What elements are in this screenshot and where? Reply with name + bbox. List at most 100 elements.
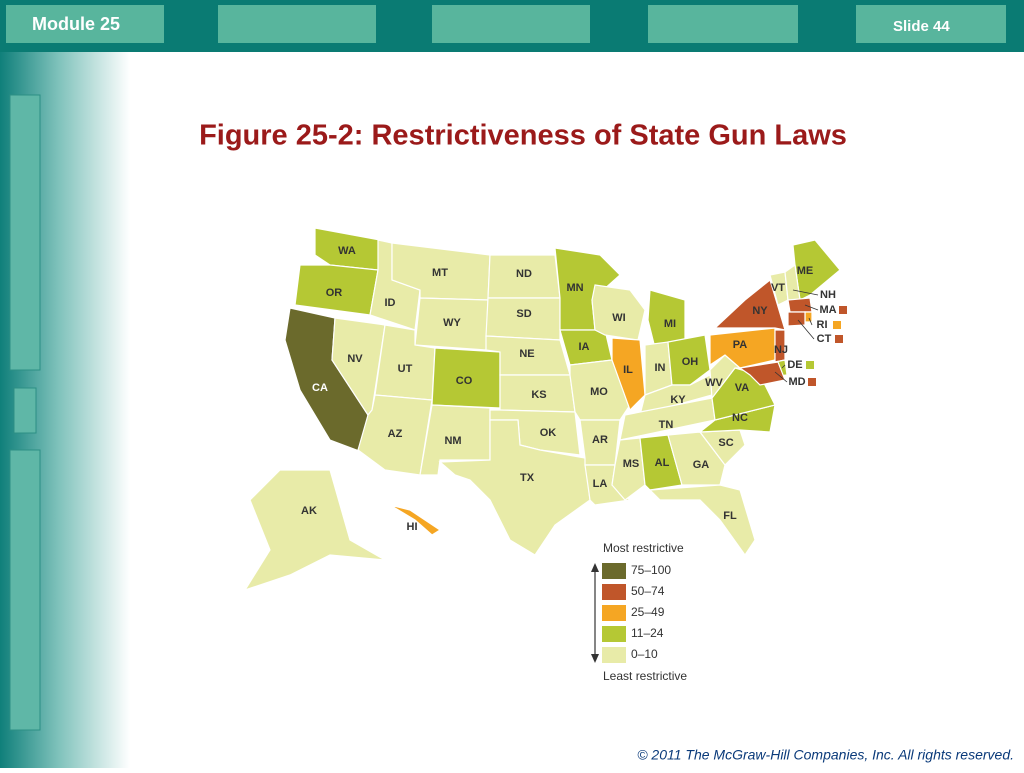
state-label: LA (593, 478, 608, 490)
state-label: IA (579, 341, 590, 353)
footer: © 2011 The McGraw-Hill Companies, Inc. A… (637, 747, 1014, 763)
state-label: RI (817, 319, 828, 331)
state-swatch (835, 335, 843, 343)
state-swatch (833, 321, 841, 329)
state-label: HI (407, 521, 418, 533)
state (243, 469, 386, 592)
legend-swatch (602, 626, 626, 642)
state (667, 431, 726, 486)
state-label: CA (312, 382, 328, 394)
state-label: MN (566, 282, 583, 294)
map: WA OR CA NV ID MT WY UT CO AZ NM ND SD NE KS OK TX MN IA MO… (243, 227, 847, 592)
state-label: AK (301, 505, 317, 517)
leader-line (792, 289, 819, 296)
state (357, 394, 433, 476)
leader-line (774, 371, 788, 383)
state-label: TN (659, 419, 674, 431)
state-label: MO (590, 386, 608, 398)
legend-swatch (602, 584, 626, 600)
state-label: ME (797, 265, 814, 277)
state-label: KS (531, 389, 546, 401)
title: Figure 25-2: Restrictiveness of State Gu… (199, 120, 847, 152)
state-label: DE (787, 359, 802, 371)
state-label: UT (398, 363, 413, 375)
state-label: VA (735, 382, 750, 394)
state (787, 311, 806, 327)
state-label: CT (817, 333, 832, 345)
state-label: NY (752, 305, 768, 317)
state (787, 297, 813, 313)
legend-label: 11–24 (631, 626, 664, 640)
state-label: MI (664, 318, 676, 330)
state-label: NE (519, 348, 534, 360)
state-label: OH (682, 356, 699, 368)
state-label: ID (385, 297, 396, 309)
state-label: OR (326, 287, 343, 299)
state-label: SD (516, 308, 531, 320)
state-label: NJ (774, 344, 788, 356)
state-label: MS (623, 458, 640, 470)
state-label: IL (623, 364, 633, 376)
state-label: NV (347, 353, 363, 365)
state-label: NM (444, 435, 461, 447)
state-label: WV (705, 377, 723, 389)
state-label: VT (771, 282, 785, 294)
state-label: NH (820, 289, 836, 301)
side-tabs (9, 94, 41, 731)
state-label: FL (723, 510, 737, 522)
module-label: Module 25 (32, 14, 120, 34)
state-label: WY (443, 317, 461, 329)
state-label: OK (540, 427, 557, 439)
legend-label: 50–74 (631, 584, 665, 598)
state-label: PA (733, 339, 748, 351)
state (611, 337, 646, 412)
state (804, 311, 813, 323)
slide-number: Slide 44 (893, 18, 950, 35)
legend-swatch (602, 563, 626, 579)
state-label: IN (655, 362, 666, 374)
leader-line (797, 319, 815, 340)
legend-bottom: Least restrictive (603, 669, 687, 683)
legend-label: 75–100 (631, 563, 671, 577)
leader-line (808, 317, 813, 326)
leader-line (804, 304, 819, 311)
arrow-head (591, 563, 599, 572)
state-swatch (806, 361, 814, 369)
legend-label: 25–49 (631, 605, 665, 619)
legend-top: Most restrictive (603, 541, 684, 555)
arrow-head (591, 654, 599, 663)
state (389, 504, 442, 536)
state-label: TX (520, 472, 535, 484)
state-label: MT (432, 267, 448, 279)
state (709, 354, 742, 400)
leader-line (781, 364, 786, 369)
state (667, 334, 711, 386)
state-label: SC (718, 437, 733, 449)
state-label: AZ (388, 428, 403, 440)
legend-label: 0–10 (631, 647, 658, 661)
state-label: KY (670, 394, 686, 406)
state (419, 404, 491, 476)
legend-swatch (602, 605, 626, 621)
legend: Most restrictive Least restrictive 75–100 5… (591, 541, 687, 683)
state-swatch (839, 306, 847, 314)
state-swatch (808, 378, 816, 386)
state (738, 361, 786, 386)
state (648, 484, 756, 557)
state-label: AR (592, 434, 608, 446)
state-label: NC (732, 412, 748, 424)
state-label: MA (819, 304, 836, 316)
state (438, 419, 591, 556)
state-label: ND (516, 268, 532, 280)
state-label: GA (693, 459, 710, 471)
legend-swatch (602, 647, 626, 663)
top-tabs (6, 5, 1006, 43)
state-label: CO (456, 375, 473, 387)
state-label: AL (655, 457, 670, 469)
state-label: WA (338, 245, 356, 257)
state-label: WI (612, 312, 625, 324)
state (591, 284, 646, 341)
state-label: MD (788, 376, 805, 388)
